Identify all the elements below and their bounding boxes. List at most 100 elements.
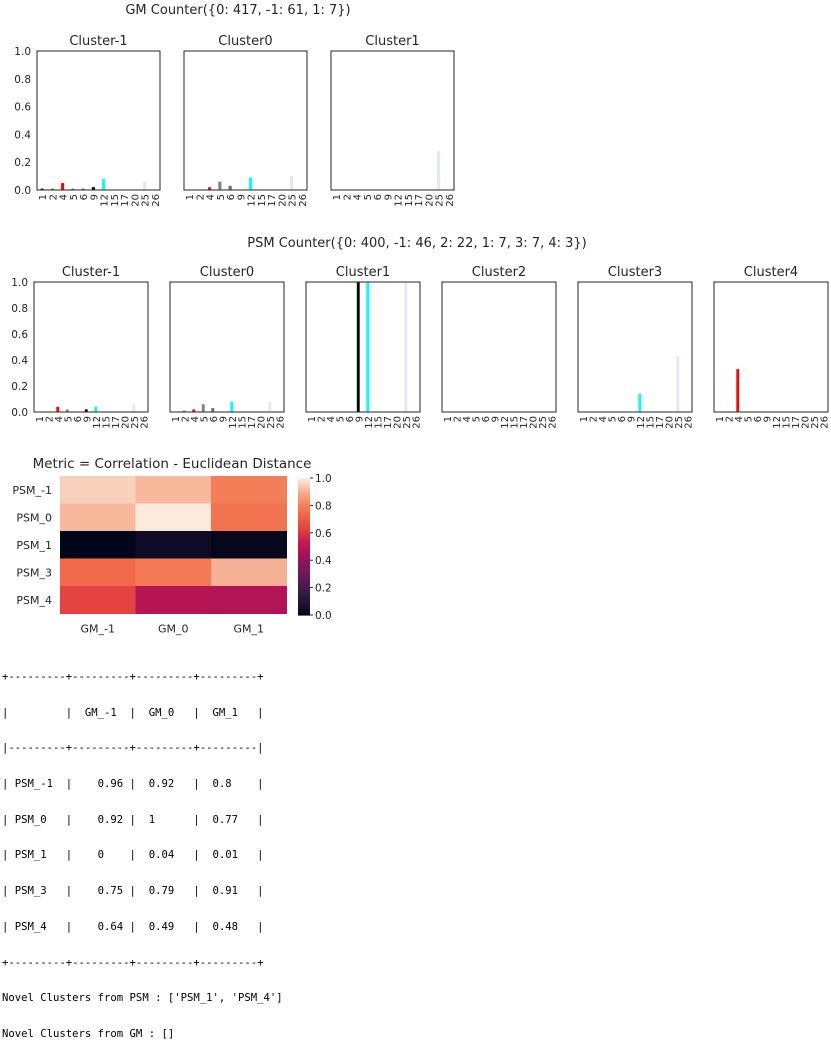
bar — [102, 178, 106, 190]
x-tick-label: 6 — [481, 416, 492, 422]
colorbar-segment — [298, 528, 310, 532]
colorbar-segment — [298, 567, 310, 570]
colorbar-segment — [298, 489, 310, 493]
x-tick-label: 9 — [236, 194, 247, 200]
colorbar-segment — [298, 546, 310, 550]
colorbar-segment — [298, 493, 310, 497]
bar — [437, 151, 441, 190]
x-tick-label: 9 — [354, 416, 365, 422]
heatmap-cell — [60, 476, 136, 504]
bar — [91, 187, 95, 190]
colorbar-segment — [298, 555, 310, 559]
psm-panel-0: Cluster-11245691215172025260.00.20.40.60… — [11, 265, 150, 429]
bar — [638, 393, 642, 412]
y-tick-label: 0.2 — [14, 157, 31, 169]
bar — [211, 408, 215, 412]
colorbar-segment — [298, 500, 310, 504]
bar — [40, 188, 44, 190]
heatmap-col-label: GM_0 — [158, 623, 189, 636]
colorbar-segment — [298, 605, 310, 609]
colorbar-segment — [298, 478, 310, 481]
colorbar-segment — [298, 562, 310, 566]
heatmap-cell — [135, 586, 212, 614]
x-tick-label: 12 — [500, 416, 511, 429]
heatmap-row-label: PSM_1 — [16, 539, 52, 552]
bar — [228, 185, 232, 190]
panel-frame — [183, 50, 308, 191]
x-tick-label: 6 — [373, 194, 384, 200]
colorbar-segment — [298, 541, 310, 545]
table-line: | PSM_0 | 0.92 | 1 | 0.77 | — [2, 813, 264, 826]
bar — [249, 177, 253, 190]
x-tick-label: 2 — [588, 416, 599, 422]
colorbar-segment — [298, 603, 310, 607]
y-tick-label: 0.4 — [14, 129, 31, 141]
colorbar-segment — [298, 596, 310, 600]
heatmap-col-label: GM_1 — [233, 623, 264, 636]
colorbar-segment — [298, 521, 310, 525]
heatmap-cell — [135, 558, 212, 587]
x-tick-label: 5 — [743, 416, 754, 422]
panel-frame — [330, 50, 455, 191]
table-line: +---------+---------+---------+---------… — [2, 956, 264, 969]
panel-title: Cluster-1 — [69, 34, 127, 49]
colorbar-segment — [298, 580, 310, 584]
x-tick-label: 25 — [674, 416, 685, 429]
colorbar-segment — [298, 594, 310, 598]
bar — [71, 188, 75, 190]
x-tick-label: 15 — [781, 416, 792, 429]
x-tick-label: 26 — [547, 416, 558, 429]
x-tick-label: 1 — [443, 416, 454, 422]
x-tick-label: 6 — [753, 416, 764, 422]
x-tick-label: 9 — [82, 416, 93, 422]
colorbar-segment — [298, 525, 310, 529]
x-tick-label: 25 — [288, 194, 299, 207]
table-line: | | GM_-1 | GM_0 | GM_1 | — [2, 706, 264, 719]
colorbar-segment — [298, 612, 310, 616]
panel-title: Cluster1 — [336, 265, 390, 280]
colorbar-segment — [298, 592, 310, 596]
panel-frame — [33, 281, 149, 413]
x-tick-label: 25 — [141, 194, 152, 207]
table-line: | PSM_-1 | 0.96 | 0.92 | 0.8 | — [2, 777, 264, 790]
colorbar-segment — [298, 548, 310, 552]
colorbar-segment — [298, 532, 310, 536]
colorbar-segment — [298, 578, 310, 582]
bar — [268, 401, 272, 412]
bar — [132, 404, 136, 412]
table-line: | PSM_4 | 0.64 | 0.49 | 0.48 | — [2, 920, 264, 933]
colorbar-segment — [298, 530, 310, 534]
x-tick-label: 4 — [353, 194, 364, 200]
colorbar-tick-label: 0.6 — [315, 528, 332, 540]
x-tick-label: 20 — [664, 416, 675, 429]
gm-counter-title: GM Counter({0: 417, -1: 61, 1: 7}) — [125, 3, 350, 18]
y-tick-label: 0.4 — [11, 355, 28, 367]
y-tick-label: 0.0 — [14, 185, 31, 197]
panel-title: Cluster-1 — [62, 265, 120, 280]
colorbar-segment — [298, 587, 310, 591]
x-tick-label: 12 — [772, 416, 783, 429]
heatmap-cell — [60, 586, 136, 614]
x-tick-label: 2 — [452, 416, 463, 422]
x-tick-label: 17 — [414, 194, 425, 207]
x-tick-label: 12 — [92, 416, 103, 429]
colorbar-segment — [298, 512, 310, 516]
colorbar-segment — [298, 491, 310, 495]
x-tick-label: 6 — [345, 416, 356, 422]
x-tick-label: 1 — [35, 416, 46, 422]
panel-title: Cluster2 — [472, 265, 526, 280]
colorbar-segment — [298, 571, 310, 575]
colorbar-segment — [298, 498, 310, 502]
x-tick-label: 15 — [645, 416, 656, 429]
colorbar-segment — [298, 519, 310, 522]
x-tick-label: 25 — [435, 194, 446, 207]
y-tick-label: 0.8 — [11, 303, 28, 315]
heatmap-cell — [211, 503, 287, 532]
gm-panel-0: Cluster-11 2 4 5 6 9 12 15 17 20 25 260.00.20.40.60… — [14, 34, 162, 207]
heatmap-cell — [211, 558, 287, 587]
colorbar-tick-label: 0.2 — [315, 583, 332, 595]
